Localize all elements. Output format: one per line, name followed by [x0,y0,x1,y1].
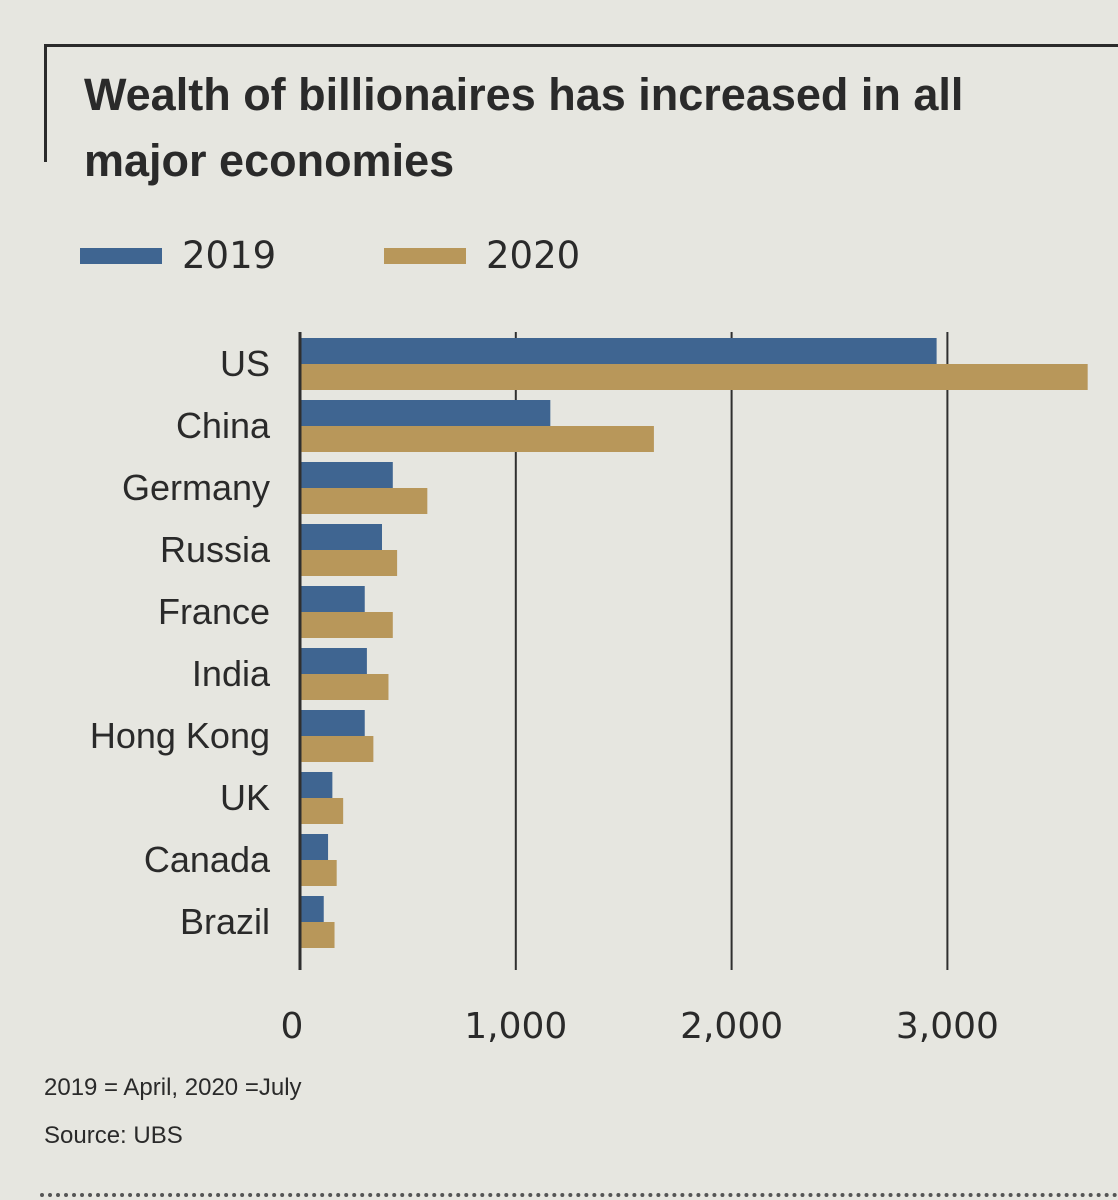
category-label-china: China [176,405,271,446]
bar-canada-2020 [300,860,337,886]
category-label-france: France [158,591,270,632]
bar-canada-2019 [300,834,329,860]
legend-item-2019: 2019 [80,234,276,277]
category-label-germany: Germany [122,467,270,508]
x-tick-label-1: 1,000 [464,1006,567,1047]
bar-russia-2020 [300,550,398,576]
bar-france-2020 [300,612,393,638]
bar-france-2019 [300,586,365,612]
x-tick-label-2: 2,000 [680,1006,783,1047]
bar-hong-kong-2020 [300,736,374,762]
legend-swatch-2019 [80,247,162,264]
category-label-brazil: Brazil [180,901,270,942]
bar-hong-kong-2019 [300,710,365,736]
category-label-canada: Canada [144,839,271,880]
bar-china-2020 [300,426,654,452]
bar-germany-2019 [300,462,393,488]
category-label-uk: UK [220,777,270,818]
date-note: 2019 = April, 2020 =July [44,1074,302,1101]
source-note: Source: UBS [44,1122,183,1149]
frame-left-rule [44,44,47,162]
category-label-us: US [220,343,270,384]
chart-legend: 2019 2020 [0,234,1118,284]
category-label-india: India [192,653,271,694]
bar-us-2020 [300,364,1088,390]
bar-india-2019 [300,648,367,674]
x-tick-label-3: 3,000 [896,1006,999,1047]
bar-india-2020 [300,674,389,700]
legend-item-2020: 2020 [384,234,580,277]
bar-uk-2019 [300,772,333,798]
bar-chart: US China Germany Russia France India Hong Kong… [90,332,1088,1047]
legend-label-2019: 2019 [182,234,277,277]
bottom-rule [40,1193,1118,1197]
bar-brazil-2019 [300,896,324,922]
category-label-hong-kong: Hong Kong [90,715,270,756]
frame-top-rule [44,44,1118,47]
bar-russia-2019 [300,524,383,550]
legend-swatch-2020 [384,247,466,264]
category-label-russia: Russia [160,529,271,570]
chart-title: Wealth of billionaires has increased in … [84,69,964,186]
x-tick-label-0: 0 [281,1006,304,1047]
bar-germany-2020 [300,488,428,514]
bar-china-2019 [300,400,551,426]
bar-us-2019 [300,338,937,364]
bar-brazil-2020 [300,922,335,948]
bar-uk-2020 [300,798,344,824]
legend-label-2020: 2020 [486,234,581,277]
